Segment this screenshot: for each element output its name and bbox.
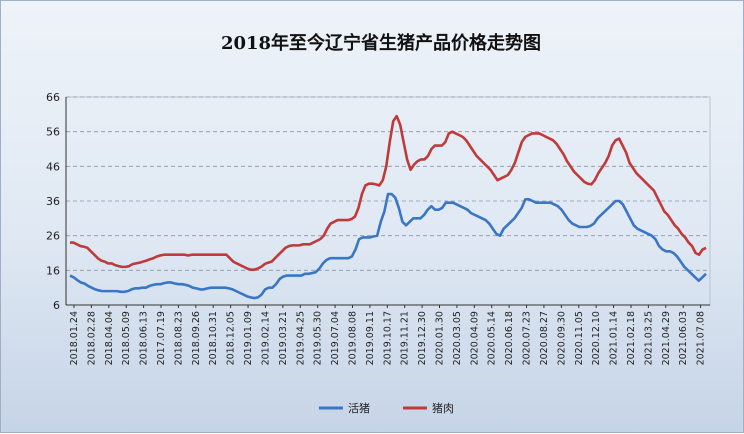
x-tick-label: 2019.04.25 <box>295 311 306 365</box>
x-tick-label: 2020.06.18 <box>504 311 515 365</box>
series-line-pork <box>70 114 707 271</box>
x-tick-label: 2019.09.11 <box>365 311 376 365</box>
x-tick-label: 2018.01.24 <box>69 311 80 365</box>
x-tick-label: 2021.06.03 <box>678 311 689 365</box>
x-tick-label: 2020.11.05 <box>574 311 585 365</box>
x-tick-label: 2019.10.17 <box>382 311 393 365</box>
y-tick-label: 26 <box>46 230 60 243</box>
x-tick-label: 2021.04.29 <box>661 311 672 365</box>
x-tick-label: 2020.03.05 <box>452 311 463 365</box>
y-tick-label: 6 <box>53 299 60 312</box>
x-tick-label: 2018.10.31 <box>208 311 219 365</box>
legend: 活猪 猪肉 <box>319 402 454 415</box>
x-tick-label: 2021.02.18 <box>626 311 637 365</box>
y-tick-label: 46 <box>46 160 60 173</box>
y-axis: 6 16 26 36 46 56 66 <box>46 91 60 312</box>
x-tick-label: 2021.01.14 <box>609 311 620 365</box>
y-tick-label: 66 <box>46 91 60 104</box>
x-tick-label: 2021.07.08 <box>696 311 707 365</box>
chart-title: 2018年至今辽宁省生猪产品价格走势图 <box>221 32 541 54</box>
x-tick-label: 2020.05.14 <box>487 311 498 365</box>
series-lines <box>69 114 707 300</box>
x-tick-label: 2018.05.09 <box>121 311 132 365</box>
y-tick-label: 56 <box>46 126 60 139</box>
x-tick-label: 2020.01.30 <box>435 311 446 365</box>
x-tick-label: 2019.11.21 <box>400 311 411 365</box>
y-tick-label: 16 <box>46 264 60 277</box>
x-tick-label: 2018.12.05 <box>226 311 237 365</box>
x-tick-label: 2020.09.30 <box>556 311 567 365</box>
x-tick-label: 2019.08.08 <box>347 311 358 365</box>
x-tick-label: 2018.09.26 <box>191 311 202 365</box>
x-tick-label: 2018.06.13 <box>139 311 150 365</box>
x-tick-label: 2020.07.23 <box>522 311 533 365</box>
x-tick-label: 2020.12.10 <box>591 311 602 365</box>
x-tick-label: 2019.05.30 <box>313 311 324 365</box>
x-tick-label: 2018.04.04 <box>104 311 115 365</box>
x-tick-label: 2020.08.27 <box>539 311 550 365</box>
gridlines <box>66 96 710 271</box>
series-line-live-pig <box>69 192 707 300</box>
x-tick-label: 2021.03.25 <box>643 311 654 365</box>
legend-label-live-pig: 活猪 <box>348 402 370 415</box>
y-tick-label: 36 <box>46 195 60 208</box>
x-tick-label: 2020.04.09 <box>469 311 480 365</box>
x-tick-label: 2019.03.21 <box>278 311 289 365</box>
x-tick-label: 2017.07.19 <box>156 311 167 365</box>
x-tick-label: 2019.02.14 <box>260 311 271 365</box>
x-axis: 2018.01.24 2018.02.28 2018.04.04 2018.05.09… <box>69 305 707 365</box>
x-tick-label: 2019.01.09 <box>243 311 254 365</box>
x-tick-label: 2018.02.28 <box>86 311 97 365</box>
x-tick-label: 2018.08.23 <box>173 311 184 365</box>
legend-label-pork: 猪肉 <box>432 402 454 415</box>
x-tick-label: 2019.07.04 <box>330 311 341 365</box>
x-tick-label: 2019.12.30 <box>417 311 428 365</box>
